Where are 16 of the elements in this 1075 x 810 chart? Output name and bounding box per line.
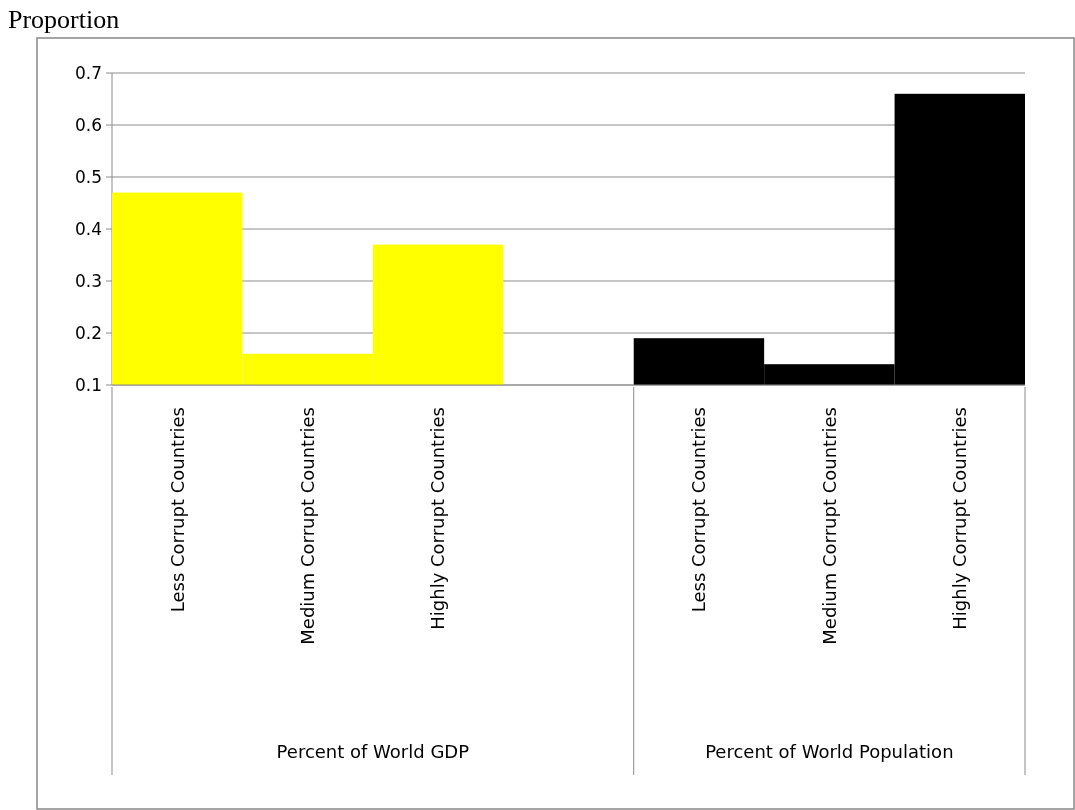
text: Percent of World GDP — [276, 741, 470, 763]
x-tick-label: Less Corrupt Countries — [166, 407, 188, 613]
y-tick-label: 0.7 — [74, 62, 102, 83]
y-tick-label: 0.6 — [74, 114, 102, 135]
y-axis-title: Proportion — [8, 5, 120, 34]
text: Percent of World Population — [705, 741, 954, 763]
y-tick-label: 0.5 — [74, 166, 102, 187]
x-tick-label: Highly Corrupt Countries — [949, 407, 971, 630]
y-tick-label: 0.1 — [74, 374, 102, 395]
x-tick-label: Medium Corrupt Countries — [296, 407, 318, 645]
x-tick-label: Highly Corrupt Countries — [427, 407, 449, 630]
x-tick-label: Medium Corrupt Countries — [818, 407, 840, 645]
y-tick-label: 0.2 — [74, 322, 102, 343]
y-tick-label: 0.4 — [74, 218, 102, 239]
x-tick-label: Less Corrupt Countries — [688, 407, 710, 613]
y-tick-label: 0.3 — [74, 270, 102, 291]
